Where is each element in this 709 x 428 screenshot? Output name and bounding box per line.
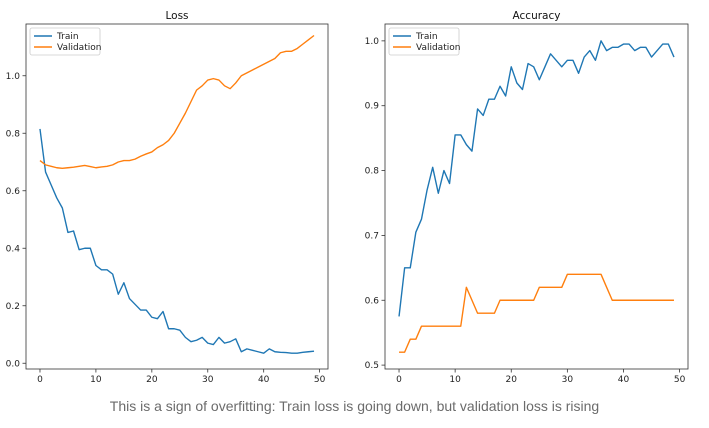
x-tick-label: 30 — [202, 375, 214, 385]
series-line-train — [398, 40, 675, 317]
x-tick-label: 20 — [506, 375, 518, 385]
legend-label-validation: Validation — [416, 43, 460, 53]
figure-caption: This is a sign of overfitting: Train los… — [109, 398, 600, 414]
y-tick-label: 0.6 — [6, 187, 21, 197]
y-tick-label: 1.0 — [6, 72, 21, 82]
series-line-validation — [399, 273, 674, 353]
x-tick-label: 0 — [37, 375, 43, 385]
legend-box — [29, 27, 101, 56]
x-tick-label: 10 — [90, 375, 102, 385]
x-tick-label: 0 — [396, 375, 402, 385]
x-tick-label: 50 — [314, 375, 326, 385]
plot-frame — [25, 23, 329, 370]
series-line-train — [39, 128, 315, 354]
legend-box — [388, 27, 460, 56]
legend-label-train: Train — [415, 32, 438, 42]
legend-label-train: Train — [56, 32, 79, 42]
y-tick-label: 0.5 — [365, 361, 379, 371]
y-tick-label: 0.9 — [365, 102, 380, 112]
y-tick-label: 0.8 — [6, 129, 21, 139]
x-tick-label: 30 — [562, 375, 574, 385]
x-tick-label: 40 — [618, 375, 630, 385]
series-line-validation — [39, 34, 315, 170]
legend-label-validation: Validation — [57, 43, 101, 53]
y-tick-label: 0.7 — [365, 231, 379, 241]
y-tick-label: 1.0 — [365, 37, 380, 47]
x-tick-label: 40 — [258, 375, 270, 385]
accuracy-chart: Accuracy 0 10 20 30 40 50 0.5 0.6 0.7 0.8 0.9 1.0 Tra… — [365, 10, 689, 385]
x-tick-label: 50 — [674, 375, 686, 385]
y-tick-label: 0.6 — [365, 296, 380, 306]
x-tick-label: 20 — [146, 375, 158, 385]
loss-chart: Loss 0 10 20 30 40 50 0.0 0.2 0.4 0.6 0.8 1.0 TrainVa… — [6, 10, 329, 385]
chart-title: Loss — [165, 10, 188, 22]
y-tick-label: 0.0 — [6, 359, 21, 369]
y-tick-label: 0.4 — [6, 244, 21, 254]
y-tick-label: 0.8 — [365, 167, 380, 177]
x-tick-label: 10 — [449, 375, 461, 385]
y-tick-label: 0.2 — [6, 302, 20, 312]
plot-frame — [384, 23, 689, 370]
chart-title: Accuracy — [513, 10, 561, 22]
